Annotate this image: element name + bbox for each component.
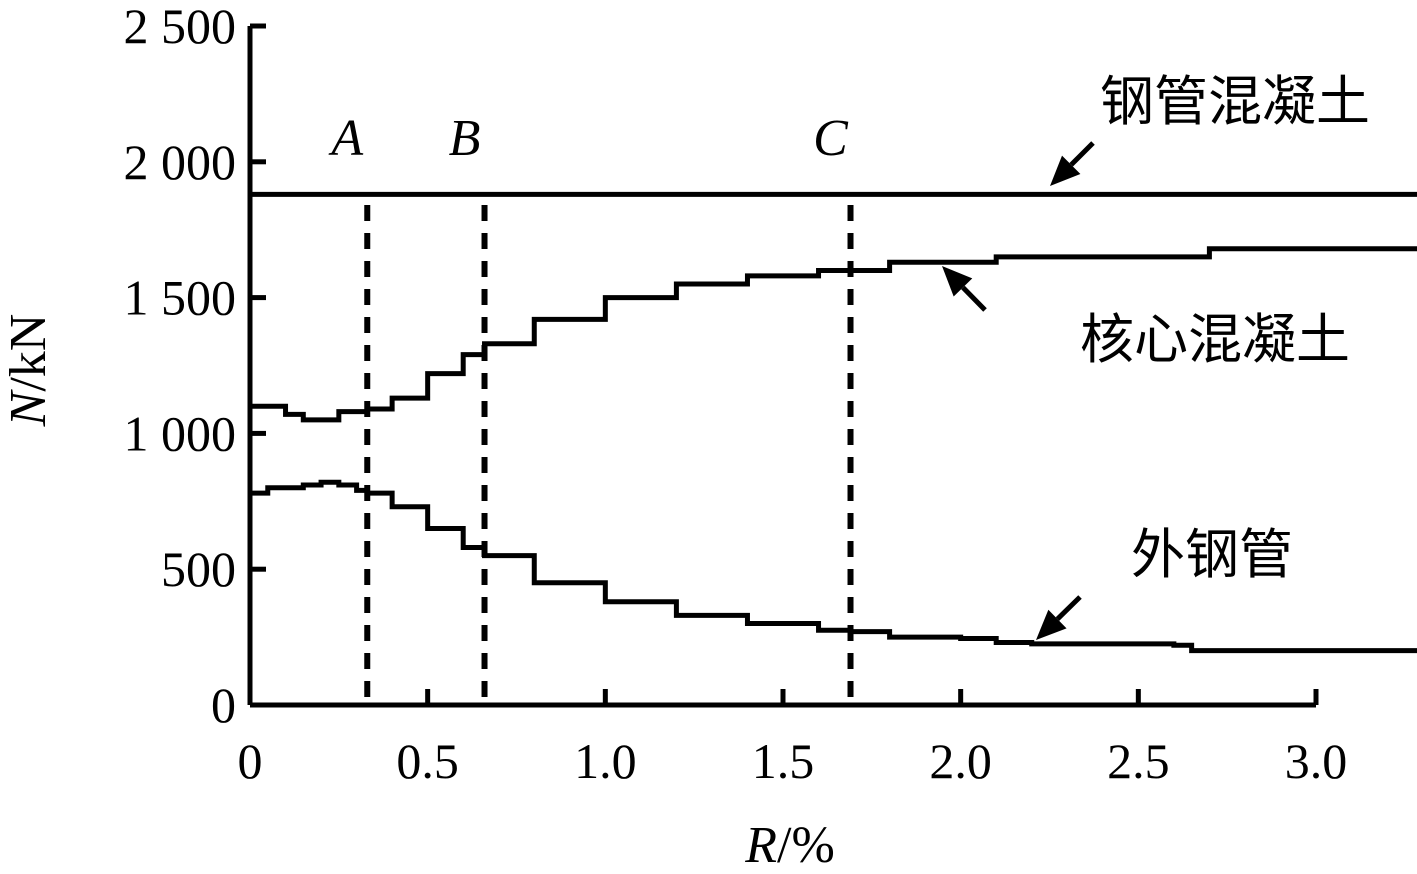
region-label: C xyxy=(813,110,849,167)
x-tick-label: 2.5 xyxy=(1107,733,1170,789)
x-tick-label: 0.5 xyxy=(396,733,459,789)
y-tick-label: 1 500 xyxy=(124,270,237,326)
region-label: A xyxy=(328,110,363,167)
y-tick-label: 500 xyxy=(161,541,236,597)
series-line-2 xyxy=(250,479,1417,654)
x-axis: 0 0.5 1.0 1.5 2.0 2.5 3.0 xyxy=(238,689,1348,789)
y-tick-label: 2 500 xyxy=(124,0,237,54)
x-axis-title: R/% xyxy=(744,817,835,874)
series-lines xyxy=(250,191,1417,654)
series-line-1 xyxy=(250,246,1417,423)
x-tick-label: 3.0 xyxy=(1285,733,1348,789)
annotation-arrow-shaft xyxy=(1055,595,1082,621)
region-dividers: A B C xyxy=(328,110,854,705)
y-tick-label: 1 000 xyxy=(124,405,237,461)
x-tick-label: 1.0 xyxy=(574,733,637,789)
x-tick-label: 1.5 xyxy=(752,733,815,789)
x-tick-label: 2.0 xyxy=(929,733,992,789)
annotation-arrow-shaft xyxy=(1069,141,1095,167)
y-axis-title: N/kN xyxy=(0,314,57,428)
annotation-arrow-head xyxy=(1050,155,1081,186)
y-tick-label: 2 000 xyxy=(124,134,237,190)
region-label: B xyxy=(449,110,481,167)
x-tick-label: 0 xyxy=(238,733,263,789)
annotation-arrow-shaft xyxy=(961,285,987,312)
series-annotation-label: 核心混凝土 xyxy=(1080,308,1350,371)
series-annotation-label: 钢管混凝土 xyxy=(1100,70,1370,133)
annotation-arrow-head xyxy=(942,266,973,297)
annotation-arrow-head xyxy=(1036,609,1067,640)
y-tick-label: 0 xyxy=(211,677,236,733)
y-axis: 0 500 1 000 1 500 2 000 2 500 xyxy=(124,0,266,733)
series-annotation-label: 外钢管 xyxy=(1131,523,1293,586)
